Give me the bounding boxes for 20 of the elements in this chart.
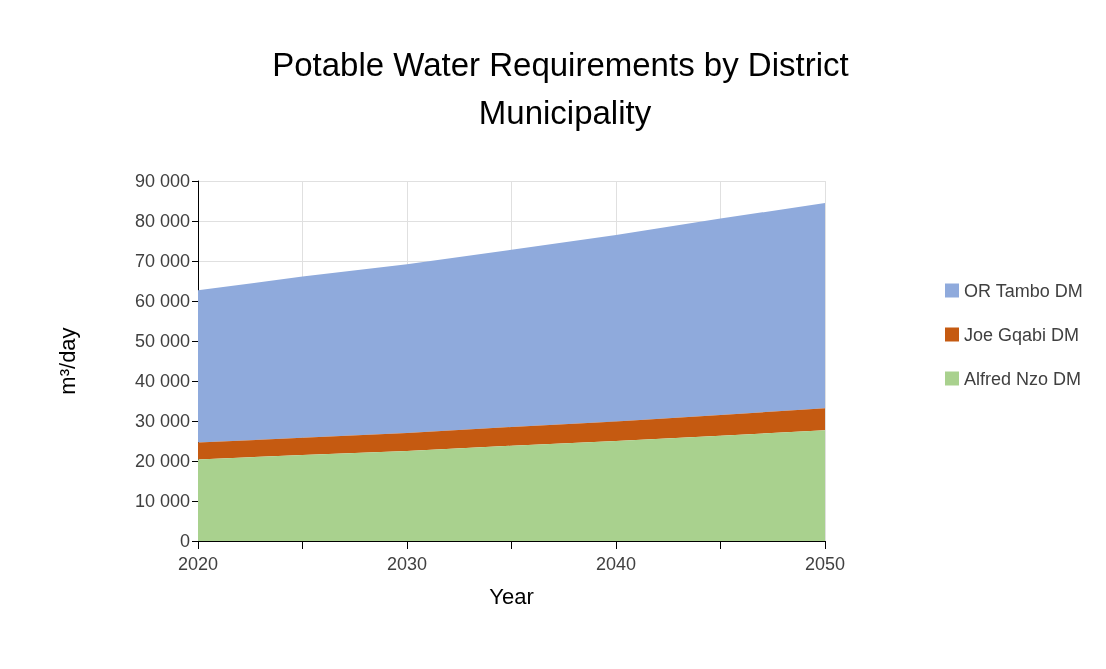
y-tick-label: 10 000 <box>134 491 190 511</box>
legend-label: OR Tambo DM <box>963 280 1083 301</box>
y-tick-label: 70 000 <box>134 251 190 271</box>
y-tick-label: 60 000 <box>134 291 190 311</box>
y-tick-label: 40 000 <box>134 371 190 391</box>
y-axis-title: m³/day <box>54 327 80 395</box>
x-axis-title: Year <box>489 583 534 609</box>
chart-title: Potable Water Requirements by District Municipality <box>272 45 858 131</box>
legend-label: Alfred Nzo DM <box>963 368 1082 389</box>
y-tick-label: 90 000 <box>134 171 190 191</box>
x-tick-label: 2050 <box>804 554 846 574</box>
y-tick-label: 30 000 <box>134 411 190 431</box>
x-tick-label: 2040 <box>595 554 637 574</box>
y-tick-label: 0 <box>179 531 190 551</box>
y-tick-label: 50 000 <box>134 331 190 351</box>
y-tick-label: 80 000 <box>134 211 190 231</box>
x-tick-label: 2020 <box>177 554 219 574</box>
x-tick-label: 2030 <box>386 554 428 574</box>
y-tick-label: 20 000 <box>134 451 190 471</box>
legend-label: Joe Gqabi DM <box>963 324 1080 345</box>
